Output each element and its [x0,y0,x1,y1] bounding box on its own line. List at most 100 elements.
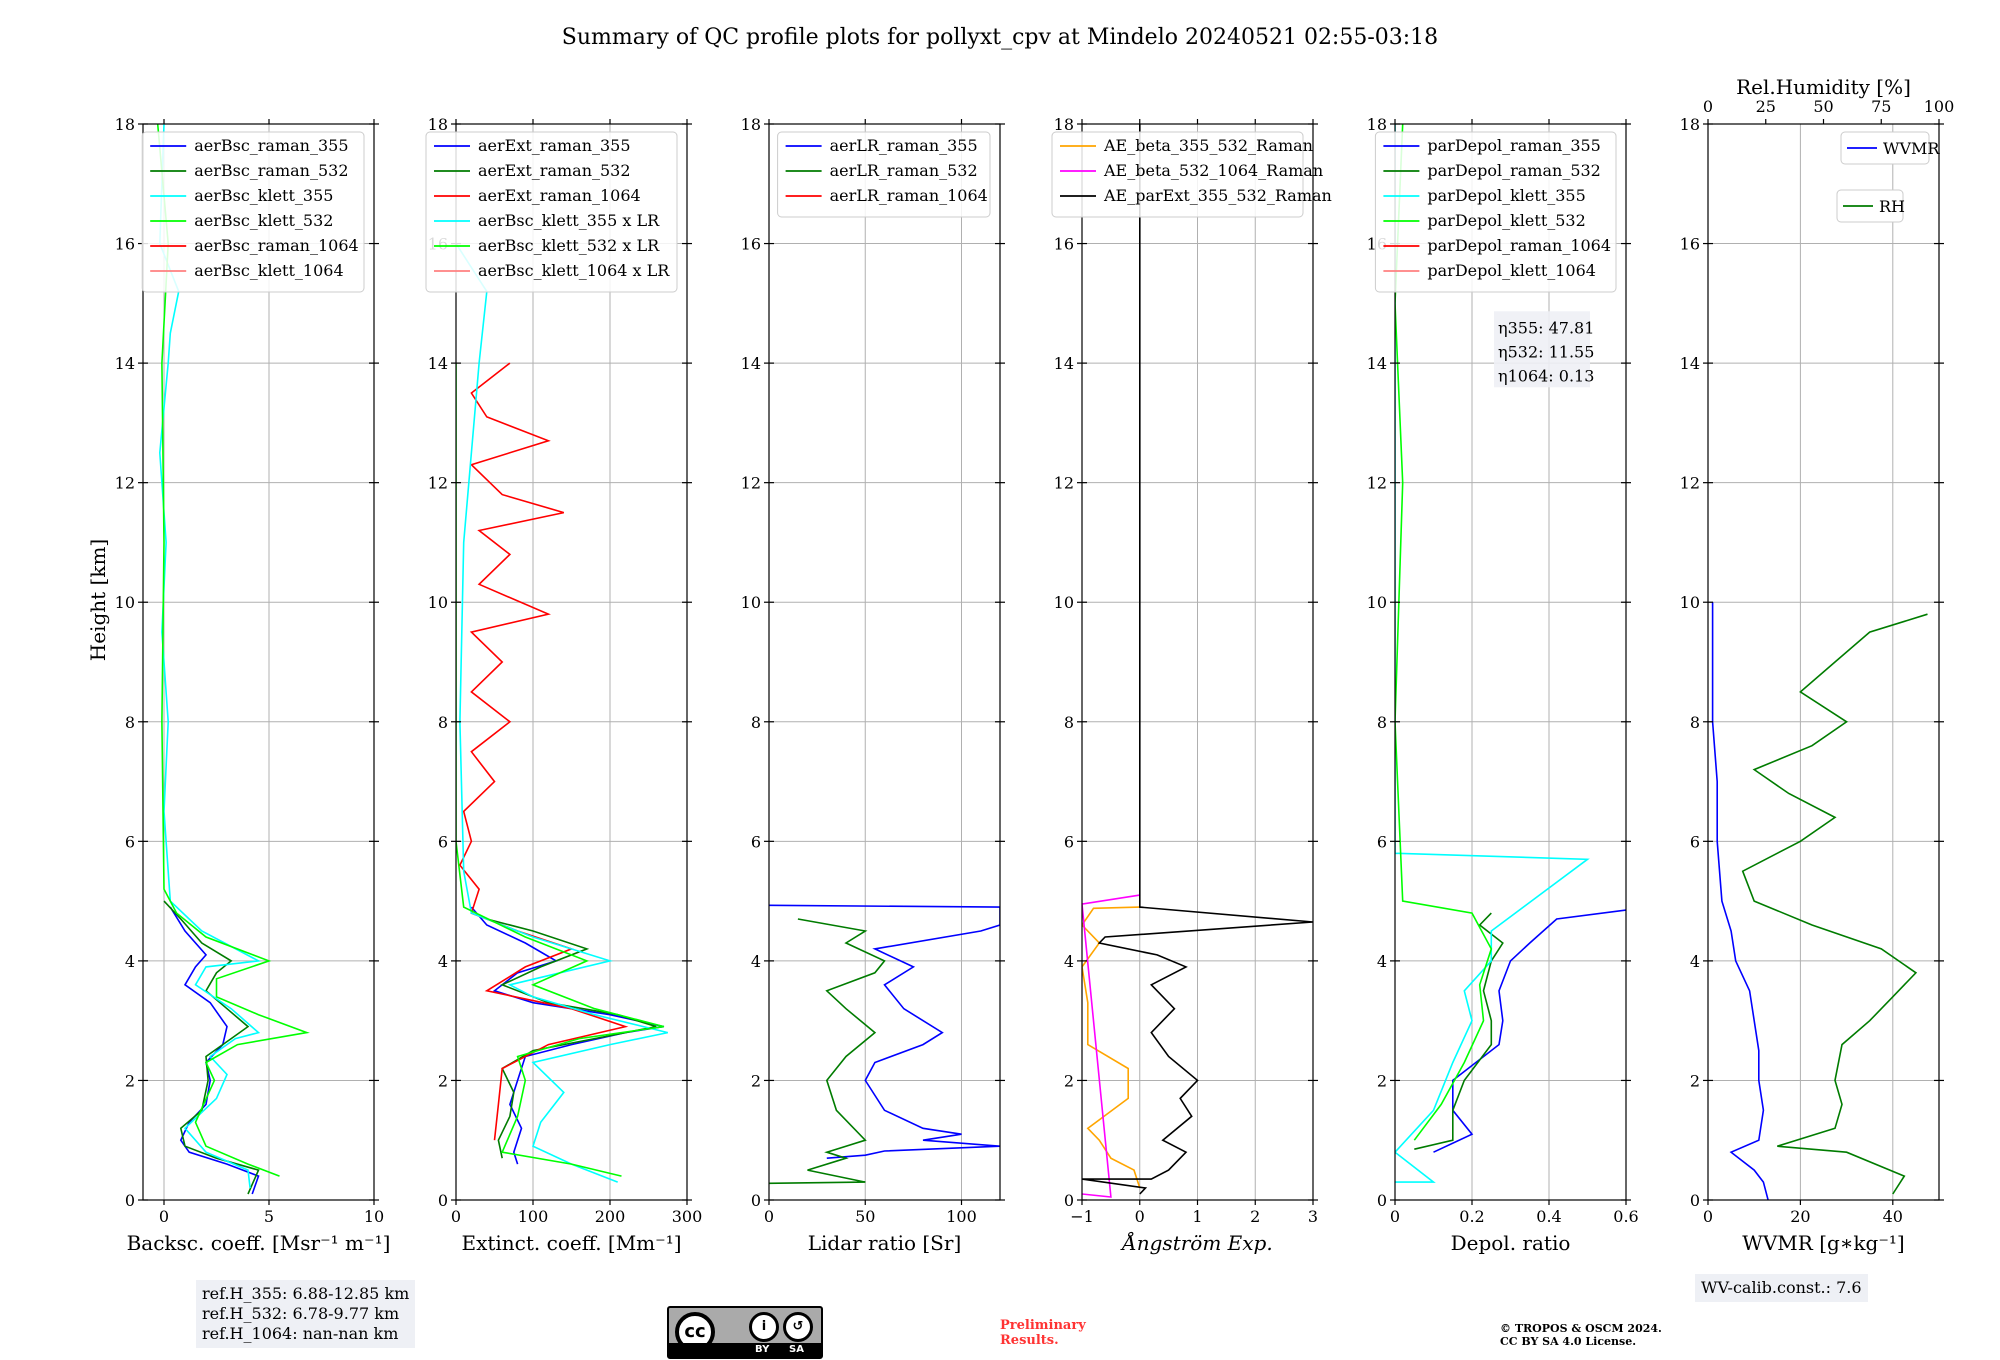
y-tick-label: 18 [1054,115,1074,134]
legend-entry: aerBsc_klett_532 [194,211,333,230]
x-tick-label: 40 [1883,1207,1903,1226]
series-group [156,124,310,1195]
y-tick-label: 2 [1690,1071,1700,1090]
legend-entry: parDepol_klett_532 [1427,211,1585,230]
ref-height-1064: ref.H_1064: nan-nan km [202,1324,399,1343]
y-tick-label: 4 [438,952,448,971]
x-axis-label: Lidar ratio [Sr] [808,1231,962,1255]
badge-by-label: BY [755,1344,770,1355]
x-tick-label: 0 [764,1207,774,1226]
series-RH [1741,613,1928,1195]
by-icon: i [749,1312,779,1342]
x2-tick-label: 50 [1813,97,1833,116]
x-ticks: 0 100 200 300 [451,119,702,1226]
legend-entry: aerBsc_klett_1064 [194,261,343,280]
x-axis-label: Extinct. coeff. [Mm⁻¹] [461,1231,681,1255]
y-tick-label: 16 [741,235,761,254]
axes-frame [1707,123,1940,1201]
eta-annotation: η355: 47.81 η532: 11.55 η1064: 0.13 [1494,311,1594,388]
y-tick-label: 4 [1064,952,1074,971]
y-tick-label: 12 [1680,474,1700,493]
preliminary-line-1: Preliminary [1000,1318,1086,1333]
y-tick-label: 12 [428,474,448,493]
y-tick-label: 16 [1054,235,1074,254]
series-aerBsc_raman_532 [163,900,260,1195]
series-group [769,904,1000,1185]
axes-frame [142,123,375,1201]
badge-band [669,1343,821,1357]
x-tick-label: 100 [518,1207,549,1226]
y-tick-label: 8 [751,713,761,732]
x-ticks: 0 50 100 [764,119,977,1226]
eta-value: η355: 47.81 [1498,318,1594,337]
axes-frame [1394,123,1627,1201]
x-tick-label: 0 [159,1207,169,1226]
series-aerExt_raman_355 [470,906,665,1165]
x2-tick-label: 100 [1924,97,1955,116]
legend: aerLR_raman_355 aerLR_raman_532 aerLR_rama… [777,131,991,218]
y-tick-label: 2 [125,1071,135,1090]
x-axis-label: Ångström Exp. [1120,1230,1272,1255]
x-tick-label: 0.2 [1459,1207,1484,1226]
y-ticks: 0 2 4 6 8 10 12 14 16 18 [115,115,379,1210]
y-tick-label: 6 [438,832,448,851]
reference-heights-box: ref.H_355: 6.88-12.85 km ref.H_532: 6.78… [196,1280,416,1348]
y-tick-label: 2 [1064,1071,1074,1090]
y-tick-label: 0 [438,1191,448,1210]
legend-box [1051,131,1304,218]
legend-entry: parDepol_raman_355 [1427,136,1600,155]
legend-entry: aerBsc_klett_355 x LR [478,211,660,230]
legend: parDepol_raman_355 parDepol_raman_532 parD… [1374,131,1617,293]
legend-entry: aerBsc_klett_355 [194,186,333,205]
x-tick-label: 10 [364,1207,384,1226]
copyright-line-2: CC BY SA 4.0 License. [1500,1335,1637,1348]
x-tick-label: 0.6 [1613,1207,1638,1226]
series-parDepol_raman_355 [1433,909,1626,1153]
y-tick-label: 10 [428,593,448,612]
x-ticks: 0 0.2 0.4 0.6 [1390,119,1639,1226]
legend-entry: parDepol_klett_355 [1427,186,1585,205]
x2-tick-label: 75 [1871,97,1891,116]
badge-sa-label: SA [789,1344,804,1355]
legend-wvmr: WVMR [1840,131,1940,165]
series-aerBsc_klett_532 [156,124,310,1177]
x-ticks: 0 5 10 [159,119,384,1226]
y-tick-label: 0 [751,1191,761,1210]
eta-value: η532: 11.55 [1498,342,1594,361]
legend-box [777,131,991,218]
legend: aerExt_raman_355 aerExt_raman_532 aerExt_r… [425,131,678,293]
y-tick-label: 12 [741,474,761,493]
y-ticks: 0 2 4 6 8 10 12 14 16 18 [741,115,1005,1210]
legend-entry: aerBsc_raman_1064 [194,236,359,255]
y-tick-label: 8 [1377,713,1387,732]
y-tick-label: 8 [1064,713,1074,732]
x-tick-label: 1 [1192,1207,1202,1226]
x-tick-label: 0 [1703,1207,1713,1226]
y-tick-label: 14 [1680,354,1700,373]
cc-by-sa-license-badge: cc i ↺ BY SA [667,1306,823,1359]
y-tick-label: 4 [751,952,761,971]
y-tick-label: 12 [1054,474,1074,493]
legend-entry: aerLR_raman_355 [830,136,978,155]
y-tick-label: 14 [1054,354,1074,373]
y-tick-label: 18 [428,115,448,134]
legend-entry: aerBsc_raman_532 [194,161,348,180]
y-tick-label: 6 [751,832,761,851]
eta-value: η1064: 0.13 [1498,366,1594,385]
legend-box [1840,131,1930,165]
legend-entry: RH [1879,197,1905,216]
x-tick-label: −1 [1070,1207,1094,1226]
legend-entry: aerBsc_raman_355 [194,136,348,155]
y-tick-label: 4 [1377,952,1387,971]
x2-tick-label: 25 [1756,97,1776,116]
legend-entry: parDepol_raman_1064 [1427,236,1611,255]
y-tick-label: 6 [1064,832,1074,851]
series-aerExt_raman_1064 [458,362,629,1141]
legend-entry: AE_beta_355_532_Raman [1103,136,1313,155]
ref-height-532: ref.H_532: 6.78-9.77 km [202,1304,400,1323]
y-tick-label: 4 [1690,952,1700,971]
legend-entry: aerBsc_klett_532 x LR [478,236,660,255]
y-tick-label: 18 [741,115,761,134]
